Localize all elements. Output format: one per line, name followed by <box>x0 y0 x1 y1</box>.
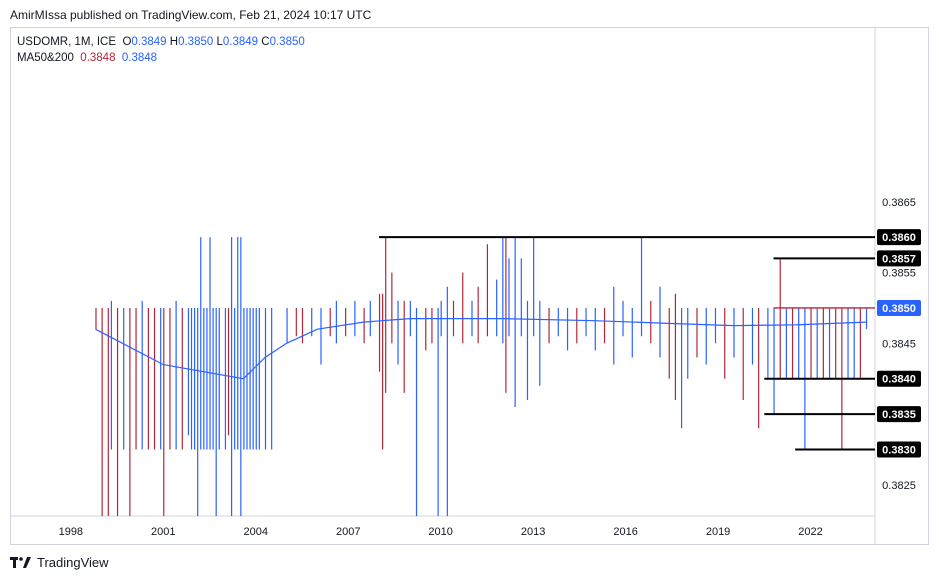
x-tick-label: 2013 <box>521 526 545 538</box>
ma200-line <box>95 318 867 380</box>
level-tag-label: 0.3835 <box>882 409 916 421</box>
low-key: L <box>216 36 223 48</box>
level-tag-label: 0.3850 <box>882 303 916 315</box>
x-tick-label: 2016 <box>613 526 637 538</box>
tradingview-logo-icon <box>10 556 31 568</box>
x-tick-label: 2001 <box>151 526 175 538</box>
level-tag-0.3857 <box>877 250 921 267</box>
ma200-value: 0.3848 <box>121 52 158 64</box>
level-tag-label: 0.3857 <box>882 253 916 265</box>
x-tick-label: 2004 <box>244 526 268 538</box>
tradingview-brand: TradingView <box>37 555 109 570</box>
x-tick-label: 2022 <box>798 526 822 538</box>
x-tick-label: 2010 <box>428 526 452 538</box>
ma-label: MA50&200 <box>17 52 74 64</box>
close-key: C <box>261 36 270 48</box>
y-tick-label: 0.3865 <box>882 197 916 209</box>
open-key: O <box>122 36 132 48</box>
level-tag-0.3840 <box>877 370 921 387</box>
ma50-value: 0.3848 <box>80 52 116 64</box>
level-tag-label: 0.3840 <box>882 374 916 386</box>
level-tag-0.3850 <box>877 299 921 316</box>
level-tag-0.3830 <box>877 441 921 458</box>
level-tag-label: 0.3830 <box>882 444 916 456</box>
level-tag-0.3860 <box>877 229 921 246</box>
close-value: 0.3850 <box>269 36 305 48</box>
symbol-legend: USDOMR, 1M, ICE O0.3849 H0.3850 L0.3849 … <box>17 36 305 48</box>
symbol-text: USDOMR, 1M, ICE <box>17 36 117 48</box>
publisher-line: AmirMIssa published on TradingView.com, … <box>10 8 372 22</box>
high-key: H <box>169 36 179 48</box>
open-value: 0.3849 <box>131 36 167 48</box>
low-value: 0.3849 <box>222 36 259 48</box>
chart-frame <box>10 27 929 545</box>
x-tick-label: 2019 <box>706 526 730 538</box>
x-tick-label: 1998 <box>59 526 83 538</box>
y-tick-label: 0.3845 <box>882 338 916 350</box>
y-tick-label: 0.3855 <box>882 268 916 280</box>
level-tag-label: 0.3860 <box>882 232 916 244</box>
high-value: 0.3850 <box>178 36 214 48</box>
tradingview-footer[interactable]: TradingView <box>10 555 109 570</box>
y-tick-label: 0.3825 <box>882 480 916 492</box>
ma-legend: MA50&200 0.3848 0.3848 <box>17 52 157 64</box>
level-tag-0.3835 <box>877 406 921 423</box>
ohlc-bars <box>95 237 868 516</box>
x-tick-label: 2007 <box>336 526 360 538</box>
